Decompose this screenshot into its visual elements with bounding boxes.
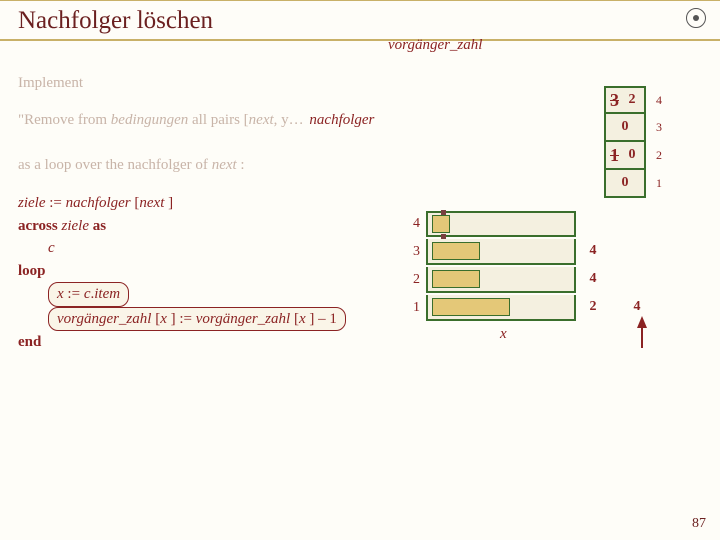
nachfolger-label: nachfolger — [309, 112, 374, 128]
arrow-stem — [641, 328, 643, 348]
logo-icon — [686, 8, 706, 28]
code-l1: ziele := nachfolger [next ] — [18, 192, 702, 215]
slide-title: Nachfolger löschen — [18, 7, 702, 35]
vz-cell-2: 1 0 2 — [604, 142, 646, 170]
arrow-up-icon — [637, 316, 647, 328]
remove-line: "Remove from bedingungen all pairs [next… — [18, 112, 702, 129]
nf-row-3: 3 4 — [402, 238, 576, 266]
vz-cross-4: 3 — [610, 90, 619, 111]
implement-text: Implement — [18, 75, 83, 91]
x-label: x — [500, 326, 507, 343]
implement-line: Implement — [18, 75, 702, 92]
nachfolger-table: 4 3 4 2 4 1 2 4 — [402, 210, 576, 322]
vorgaenger-zahl-table: 3 2 4 0 3 1 0 2 0 1 — [604, 86, 646, 198]
code-l7: end — [18, 331, 702, 354]
page-number: 87 — [692, 516, 706, 532]
title-bar: Nachfolger löschen — [0, 0, 720, 41]
vorgaenger-zahl-label: vorgänger_zahl — [388, 37, 482, 54]
nf-row-2: 2 4 — [402, 266, 576, 294]
vz-cell-3: 0 3 — [604, 114, 646, 142]
nf-row-1: 1 2 4 — [402, 294, 576, 322]
nf-row-4: 4 — [402, 210, 576, 238]
vz-cross-2: 1 — [610, 145, 619, 166]
vz-cell-1: 0 1 — [604, 170, 646, 198]
loop-desc-line: as a loop over the nachfolger of next : — [18, 157, 702, 174]
code-l2: across ziele as — [18, 215, 702, 238]
vz-cell-4: 3 2 4 — [604, 86, 646, 114]
